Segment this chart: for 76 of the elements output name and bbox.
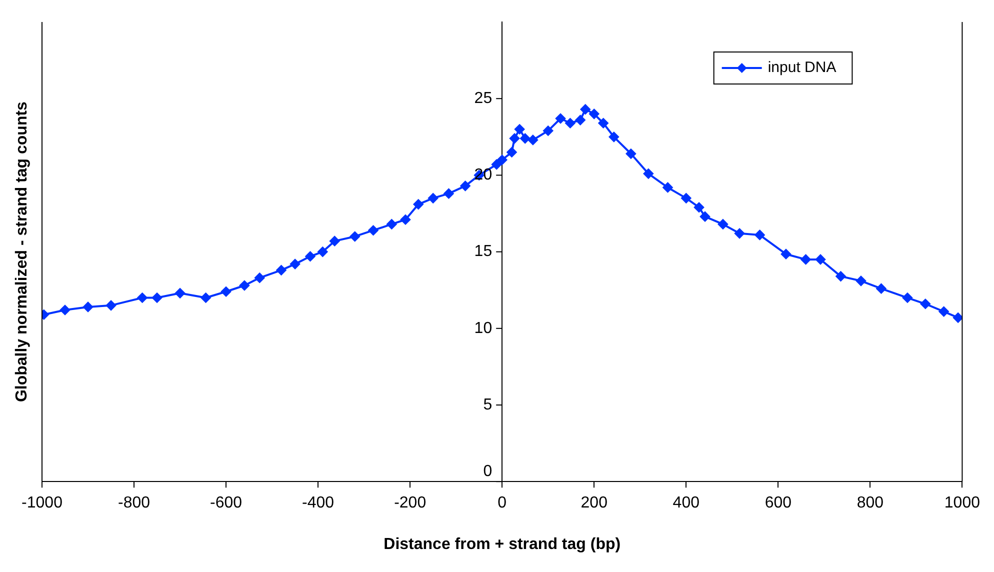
point [492, 159, 502, 170]
point [920, 298, 930, 309]
x-axis-title: Distance from + strand tag (bp) [384, 536, 621, 553]
y-tick-label: 0 [483, 463, 492, 480]
point [460, 180, 470, 191]
point [694, 202, 704, 212]
legend-label: input DNA [768, 59, 836, 76]
x-tick-label: -200 [394, 494, 426, 512]
point [902, 292, 912, 303]
point [510, 133, 520, 144]
point [836, 271, 846, 282]
point [368, 225, 378, 236]
point [175, 288, 186, 298]
point [754, 230, 765, 240]
point [413, 199, 424, 210]
point [497, 154, 508, 165]
point [350, 231, 360, 242]
y-tick-label: 25 [474, 90, 492, 108]
point [543, 126, 554, 136]
x-tick-label: 1000 [944, 494, 980, 512]
point [681, 193, 692, 204]
point [520, 133, 530, 144]
x-tick-label: -600 [210, 494, 242, 512]
point [556, 114, 566, 124]
x-tick-label: 600 [764, 494, 792, 512]
y-tick-label: 10 [474, 320, 492, 337]
x-tick-label: 800 [856, 494, 884, 512]
point [662, 182, 673, 192]
point [856, 276, 866, 286]
point [815, 254, 826, 264]
point [608, 132, 619, 142]
point [239, 280, 250, 291]
point [506, 147, 517, 158]
point [400, 214, 410, 225]
point [276, 265, 286, 276]
point [444, 188, 454, 199]
point [575, 115, 586, 126]
point [60, 305, 70, 316]
point [221, 286, 232, 297]
point [780, 249, 791, 260]
point [318, 246, 328, 257]
point [254, 272, 265, 283]
x-tick-label: 400 [672, 494, 700, 512]
point [643, 168, 654, 179]
point [137, 292, 148, 303]
point [386, 219, 397, 230]
point [152, 292, 162, 303]
point [514, 124, 525, 134]
point [428, 193, 438, 204]
point [800, 254, 811, 264]
x-tick-label: -800 [118, 494, 150, 512]
point [330, 236, 340, 246]
point [938, 306, 949, 317]
point [580, 104, 590, 114]
point [528, 134, 538, 145]
point [598, 118, 608, 128]
point [305, 251, 316, 262]
point [290, 259, 300, 270]
point [106, 300, 116, 310]
x-tick-label: -1000 [22, 494, 63, 512]
x-tick-label: 0 [498, 494, 507, 512]
point [718, 219, 728, 230]
y-axis-title: Globally normalized - strand tag counts [13, 101, 30, 402]
y-tick-label: 5 [483, 396, 492, 414]
x-tick-label: -400 [302, 494, 334, 512]
point [565, 118, 576, 128]
point [626, 148, 636, 159]
x-tick-label: 200 [580, 494, 608, 512]
point [200, 292, 211, 303]
y-tick-label: 15 [474, 243, 492, 260]
point [734, 228, 745, 238]
point [953, 312, 962, 323]
point [83, 302, 94, 312]
point [700, 212, 710, 222]
point [589, 108, 600, 119]
point [876, 284, 886, 294]
